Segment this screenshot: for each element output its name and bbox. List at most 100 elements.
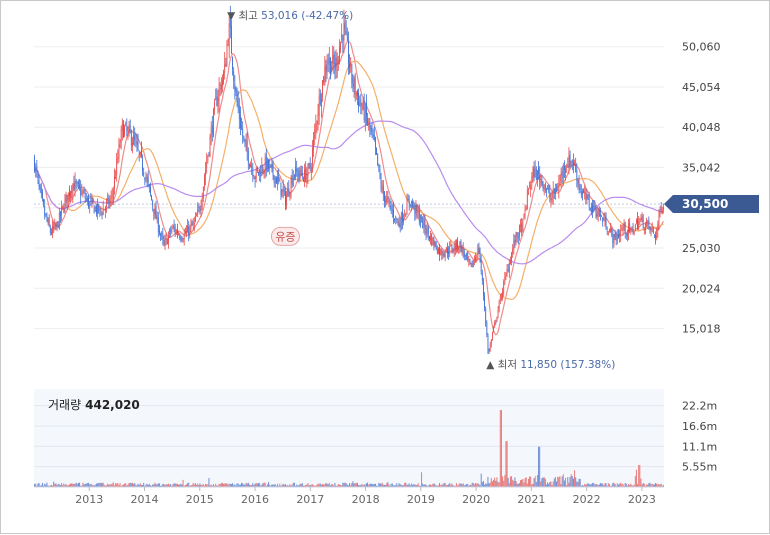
volume-bar bbox=[63, 483, 65, 487]
volume-bar bbox=[409, 485, 411, 487]
candle-body bbox=[303, 178, 304, 182]
volume-bar bbox=[394, 485, 396, 487]
candle-body bbox=[44, 206, 46, 216]
volume-bar bbox=[68, 484, 70, 487]
volume-bar bbox=[236, 483, 238, 487]
candle-body bbox=[112, 189, 114, 198]
volume-bar bbox=[568, 482, 570, 487]
volume-bar bbox=[260, 485, 262, 487]
volume-bar bbox=[61, 483, 63, 487]
candle-body bbox=[430, 235, 431, 240]
candle-body bbox=[49, 227, 51, 233]
volume-bar bbox=[352, 481, 354, 487]
candle-body bbox=[640, 218, 642, 220]
candle-body bbox=[525, 208, 527, 210]
candle-body bbox=[102, 208, 104, 215]
candle-body bbox=[171, 228, 173, 233]
candle-body bbox=[261, 165, 263, 176]
volume-bar bbox=[280, 485, 282, 487]
candle-body bbox=[593, 201, 595, 212]
candle-body bbox=[290, 178, 292, 192]
candle-body bbox=[85, 198, 87, 200]
volume-bar bbox=[439, 483, 441, 487]
volume-bar bbox=[54, 483, 56, 487]
volume-bar bbox=[203, 485, 205, 487]
candle-body bbox=[314, 129, 316, 139]
volume-bar bbox=[127, 484, 129, 487]
volume-bar bbox=[120, 485, 122, 487]
volume-bar bbox=[533, 478, 535, 487]
candle-body bbox=[224, 63, 226, 73]
candle-body bbox=[88, 196, 89, 208]
candle-body bbox=[390, 205, 392, 210]
volume-bar bbox=[606, 485, 608, 487]
candle-body bbox=[229, 14, 231, 28]
candle-body bbox=[262, 167, 264, 172]
volume-bar bbox=[403, 485, 405, 487]
volume-bar bbox=[48, 485, 50, 487]
candle-body bbox=[656, 230, 658, 239]
volume-bar bbox=[373, 483, 375, 487]
volume-bar bbox=[405, 482, 407, 487]
volume-bar bbox=[407, 484, 409, 487]
volume-bar bbox=[576, 481, 578, 487]
candle-body bbox=[321, 98, 322, 107]
candle-body bbox=[331, 66, 332, 72]
volume-bar bbox=[634, 476, 636, 487]
volume-bar bbox=[608, 484, 610, 487]
candle-body bbox=[444, 252, 446, 258]
candle-body bbox=[37, 173, 39, 178]
candle-body bbox=[506, 269, 508, 274]
volume-title: 거래량 442,020 bbox=[48, 396, 140, 413]
volume-bar bbox=[126, 485, 128, 487]
candle-body bbox=[362, 101, 364, 109]
candle-body bbox=[364, 105, 366, 123]
volume-bar bbox=[399, 484, 401, 487]
volume-bar bbox=[333, 485, 335, 487]
candle-body bbox=[205, 169, 206, 177]
candle-body bbox=[108, 198, 110, 205]
volume-bar bbox=[377, 485, 379, 487]
candle-body bbox=[207, 155, 209, 162]
candle-body bbox=[405, 214, 407, 216]
candle-body bbox=[501, 297, 502, 299]
volume-bar bbox=[167, 483, 169, 487]
candle-body bbox=[234, 83, 236, 91]
volume-bar bbox=[72, 483, 74, 487]
volume-bar bbox=[154, 482, 156, 487]
candle-body bbox=[279, 180, 281, 182]
volume-bar bbox=[257, 483, 259, 487]
candle-body bbox=[280, 182, 282, 196]
volume-bar bbox=[243, 484, 245, 487]
volume-bar bbox=[406, 484, 408, 487]
candle-body bbox=[469, 259, 471, 264]
volume-last: 442,020 bbox=[85, 398, 140, 412]
volume-bar bbox=[119, 482, 121, 487]
volume-bar bbox=[74, 483, 76, 487]
volume-bar bbox=[199, 483, 201, 487]
volume-bar bbox=[210, 484, 212, 487]
volume-bar bbox=[571, 475, 573, 487]
candle-body bbox=[269, 164, 271, 168]
moving-average-line bbox=[34, 40, 664, 336]
candle-body bbox=[397, 221, 399, 223]
volume-bar bbox=[244, 484, 246, 487]
volume-bar bbox=[460, 483, 462, 487]
volume-bar bbox=[315, 485, 317, 487]
candle-body bbox=[458, 247, 460, 251]
volume-bar bbox=[524, 478, 526, 487]
candle-body bbox=[358, 92, 359, 107]
volume-bar bbox=[134, 483, 136, 487]
volume-bar bbox=[264, 482, 266, 487]
volume-bar bbox=[185, 484, 187, 487]
candle-body bbox=[559, 180, 561, 182]
candle-body bbox=[368, 121, 370, 123]
candle-body bbox=[472, 261, 474, 268]
volume-bar bbox=[639, 465, 641, 487]
candle-body bbox=[414, 204, 416, 214]
candle-body bbox=[62, 205, 64, 209]
current-price-tag: 30,500 bbox=[34, 195, 759, 214]
volume-bar bbox=[635, 469, 637, 487]
volume-bar bbox=[621, 484, 623, 487]
candle-body bbox=[103, 208, 105, 210]
